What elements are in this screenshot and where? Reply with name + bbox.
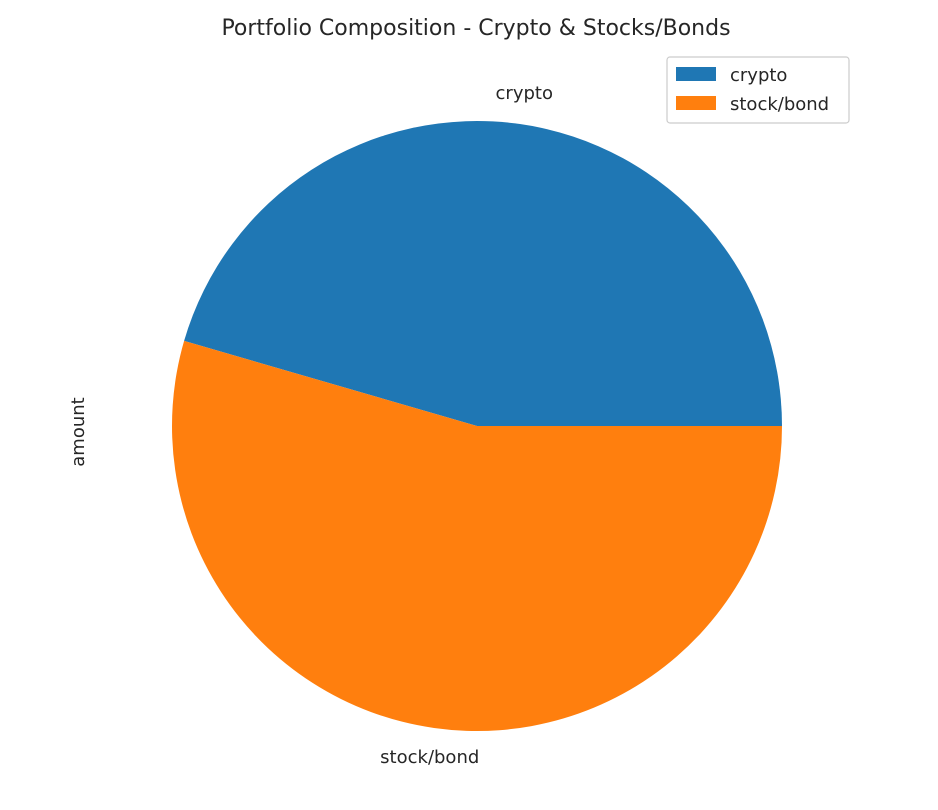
slice-label-stock-bond: stock/bond bbox=[380, 747, 479, 768]
y-axis-label: amount bbox=[68, 397, 89, 466]
pie-slice-crypto bbox=[184, 121, 783, 426]
legend-swatch-crypto bbox=[676, 67, 716, 81]
legend-swatch-stock-bond bbox=[676, 96, 716, 110]
pie-slice-labels: crypto stock/bond bbox=[380, 83, 553, 768]
chart-title: Portfolio Composition - Crypto & Stocks/… bbox=[221, 16, 730, 41]
pie-slices bbox=[171, 121, 783, 732]
legend: crypto stock/bond bbox=[666, 56, 850, 124]
slice-label-crypto: crypto bbox=[496, 83, 553, 104]
legend-label-stock-bond: stock/bond bbox=[730, 94, 829, 115]
legend-label-crypto: crypto bbox=[730, 65, 787, 86]
pie-slice-stock-bond bbox=[171, 340, 783, 732]
